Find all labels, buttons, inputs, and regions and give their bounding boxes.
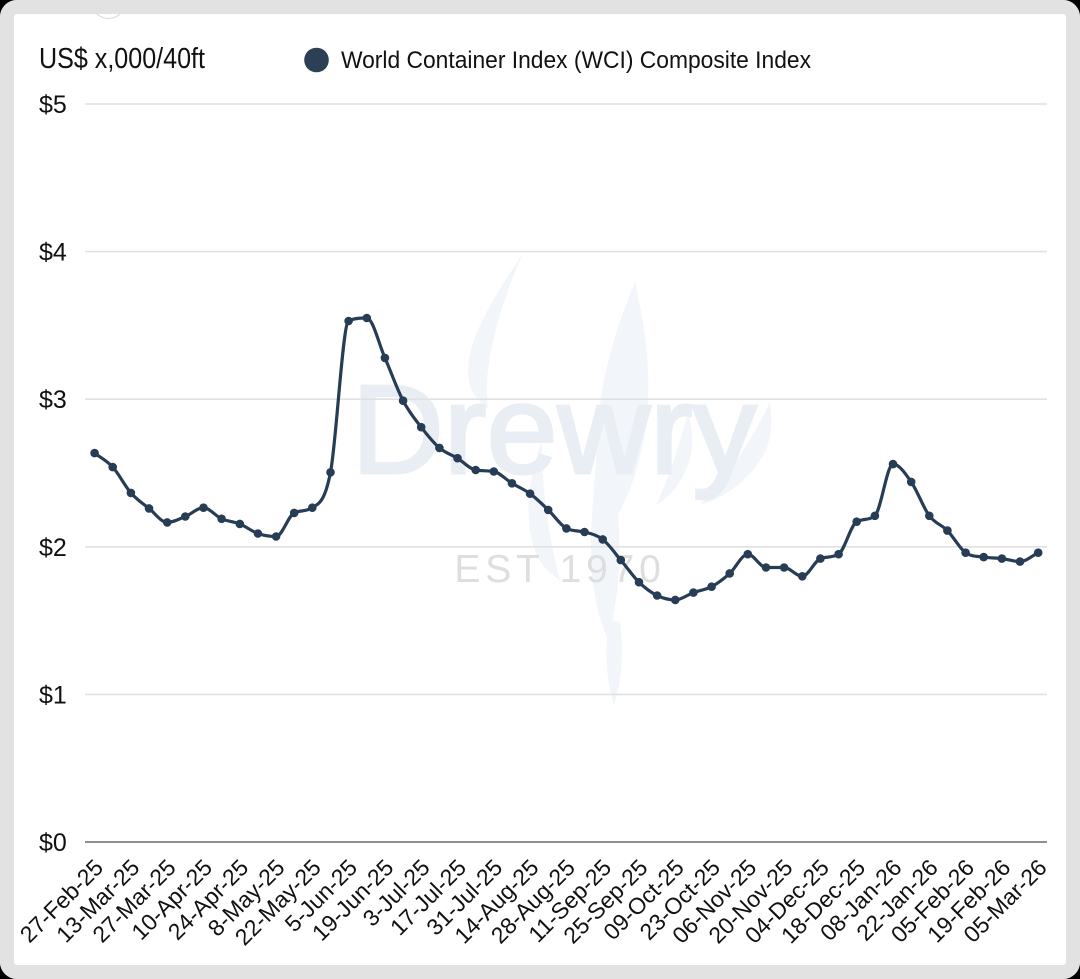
svg-text:Drewry: Drewry: [352, 359, 757, 500]
svg-text:$0: $0: [39, 829, 67, 857]
svg-text:$2: $2: [39, 534, 67, 562]
svg-text:$1: $1: [39, 681, 67, 709]
svg-text:EST 1970: EST 1970: [454, 548, 665, 591]
svg-text:$5: $5: [39, 91, 67, 119]
svg-text:$3: $3: [39, 386, 67, 414]
svg-text:$4: $4: [39, 239, 67, 267]
svg-text:World Container Index (WCI) Co: World Container Index (WCI) Composite In…: [341, 47, 811, 74]
svg-text:US$ x,000/40ft: US$ x,000/40ft: [39, 43, 205, 75]
